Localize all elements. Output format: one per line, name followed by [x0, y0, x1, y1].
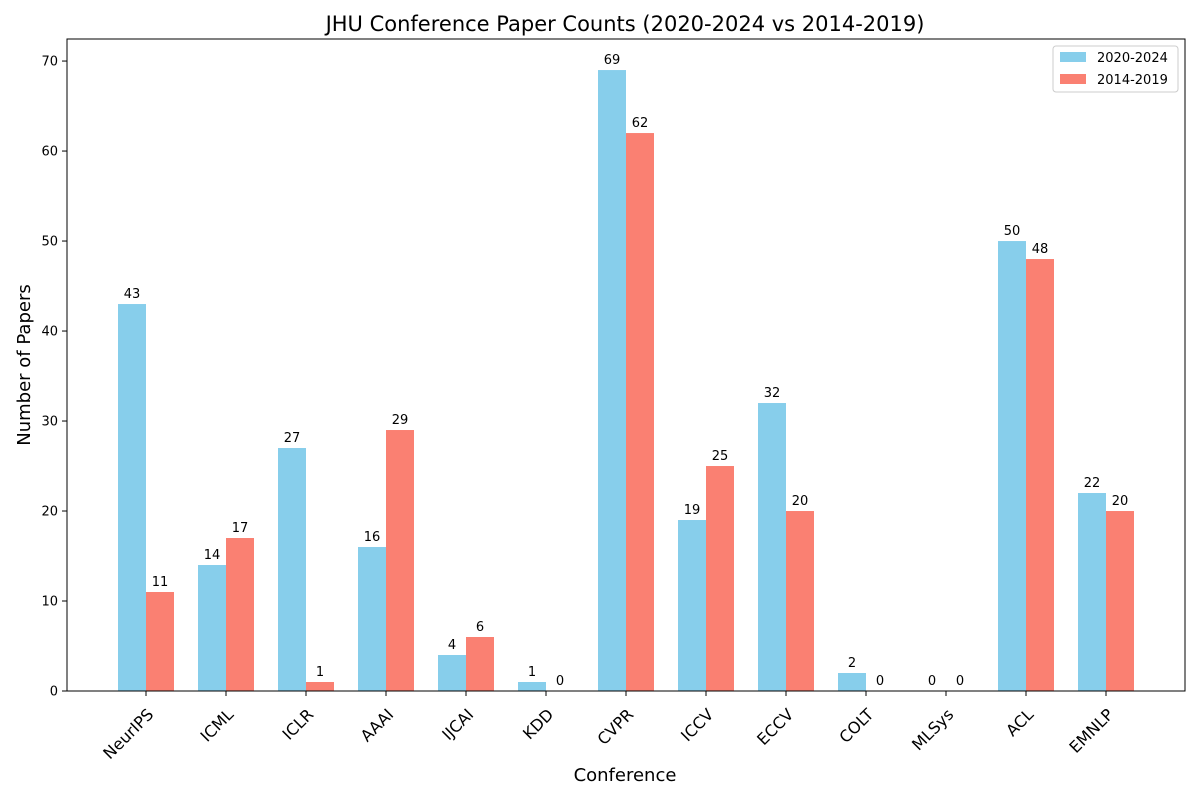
data-label-acl-2020-2024: 50: [1004, 224, 1021, 239]
bar-neurips-2014-2019: [146, 592, 174, 691]
bar-emnlp-2020-2024: [1078, 493, 1106, 691]
bars-group: [118, 70, 1134, 692]
data-label-ijcai-2020-2024: 4: [448, 638, 456, 653]
data-label-neurips-2014-2019: 11: [152, 575, 169, 590]
bar-cvpr-2014-2019: [626, 133, 654, 691]
data-label-iclr-2014-2019: 1: [316, 665, 324, 680]
bar-eccv-2014-2019: [786, 511, 814, 691]
legend-swatch-2020-2024: [1060, 52, 1086, 62]
bar-neurips-2020-2024: [118, 304, 146, 691]
data-label-iccv-2014-2019: 25: [712, 449, 729, 464]
bar-acl-2014-2019: [1026, 259, 1054, 691]
x-tick-label-cvpr: CVPR: [594, 705, 638, 749]
data-label-cvpr-2020-2024: 69: [604, 53, 621, 68]
x-tick-label-iccv: ICCV: [677, 705, 717, 745]
data-label-kdd-2014-2019: 0: [556, 674, 564, 689]
data-label-kdd-2020-2024: 1: [528, 665, 536, 680]
bar-icml-2014-2019: [226, 538, 254, 691]
x-tick-label-ijcai: IJCAI: [438, 705, 477, 744]
y-tick-label: 70: [41, 55, 58, 70]
chart-title: JHU Conference Paper Counts (2020-2024 v…: [324, 12, 925, 36]
data-label-mlsys-2020-2024: 0: [928, 674, 936, 689]
x-tick-label-iclr: ICLR: [278, 705, 317, 744]
data-label-colt-2014-2019: 0: [876, 674, 884, 689]
x-tick-label-eccv: ECCV: [753, 705, 797, 749]
x-tick-label-icml: ICML: [197, 705, 238, 746]
x-tick-label-emnlp: EMNLP: [1065, 705, 1117, 757]
x-tick-label-mlsys: MLSys: [908, 705, 957, 754]
bar-eccv-2020-2024: [758, 403, 786, 691]
bar-icml-2020-2024: [198, 565, 226, 691]
x-tick-label-neurips: NeurIPS: [99, 705, 157, 763]
y-axis-label: Number of Papers: [14, 284, 35, 445]
data-label-emnlp-2020-2024: 22: [1084, 476, 1101, 491]
data-label-icml-2014-2019: 17: [232, 521, 249, 536]
x-tick-label-kdd: KDD: [519, 705, 557, 743]
x-tick-label-acl: ACL: [1002, 705, 1037, 740]
bar-aaai-2014-2019: [386, 430, 414, 691]
bar-iccv-2014-2019: [706, 466, 734, 691]
y-axis: 0 10 20 30 40 50 60 70: [41, 55, 67, 700]
bar-colt-2020-2024: [838, 673, 866, 691]
data-label-emnlp-2014-2019: 20: [1112, 494, 1129, 509]
bar-acl-2020-2024: [998, 241, 1026, 692]
data-label-aaai-2014-2019: 29: [392, 413, 409, 428]
data-label-eccv-2014-2019: 20: [792, 494, 809, 509]
x-tick-label-aaai: AAAI: [357, 705, 398, 746]
bar-aaai-2020-2024: [358, 547, 386, 691]
y-tick-label: 40: [41, 325, 58, 340]
legend: 2020-2024 2014-2019: [1052, 45, 1179, 93]
data-label-neurips-2020-2024: 43: [124, 287, 141, 302]
legend-label-2014-2019: 2014-2019: [1097, 73, 1168, 88]
bar-emnlp-2014-2019: [1106, 511, 1134, 691]
x-axis: NeurIPS ICML ICLR AAAI IJCAI KDD CVPR ICCV ECCV C…: [99, 691, 1118, 763]
bar-ijcai-2014-2019: [466, 637, 494, 691]
data-label-eccv-2020-2024: 32: [764, 386, 781, 401]
data-label-mlsys-2014-2019: 0: [956, 674, 964, 689]
data-label-acl-2014-2019: 48: [1032, 242, 1049, 257]
x-tick-label-colt: COLT: [835, 705, 877, 747]
legend-swatch-2014-2019: [1060, 74, 1086, 84]
bar-iclr-2014-2019: [306, 682, 334, 691]
bar-iclr-2020-2024: [278, 448, 306, 691]
data-label-iclr-2020-2024: 27: [284, 431, 301, 446]
y-tick-label: 20: [41, 505, 58, 520]
data-label-aaai-2020-2024: 16: [364, 530, 381, 545]
y-tick-label: 60: [41, 145, 58, 160]
y-tick-label: 0: [50, 685, 58, 700]
y-tick-label: 10: [41, 595, 58, 610]
bar-iccv-2020-2024: [678, 520, 706, 691]
y-tick-label: 50: [41, 235, 58, 250]
x-axis-label: Conference: [574, 765, 677, 786]
data-label-iccv-2020-2024: 19: [684, 503, 701, 518]
bar-ijcai-2020-2024: [438, 655, 466, 691]
data-label-cvpr-2014-2019: 62: [632, 116, 649, 131]
legend-label-2020-2024: 2020-2024: [1097, 51, 1168, 66]
bar-kdd-2020-2024: [518, 682, 546, 691]
bar-cvpr-2020-2024: [598, 70, 626, 692]
y-tick-label: 30: [41, 415, 58, 430]
data-label-icml-2020-2024: 14: [204, 548, 221, 563]
data-label-colt-2020-2024: 2: [848, 656, 856, 671]
data-label-ijcai-2014-2019: 6: [476, 620, 484, 635]
